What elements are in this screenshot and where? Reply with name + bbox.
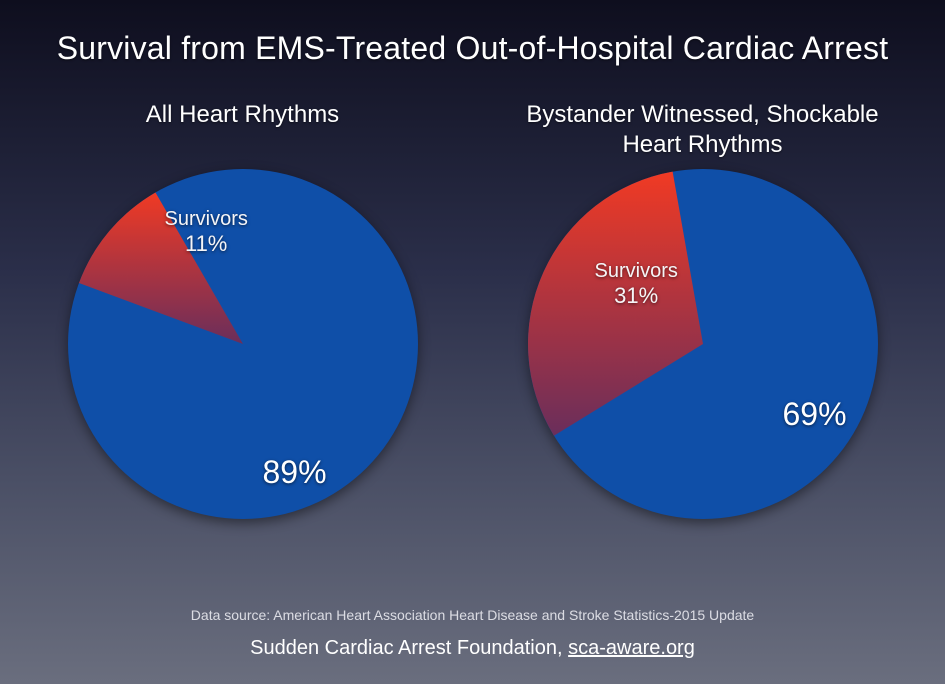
- chart-left-title: All Heart Rhythms: [146, 100, 339, 164]
- slide-title: Survival from EMS-Treated Out-of-Hospita…: [0, 30, 945, 67]
- org-name: Sudden Cardiac Arrest Foundation: [250, 637, 568, 659]
- slide: Survival from EMS-Treated Out-of-Hospita…: [0, 0, 945, 684]
- pie-right: Survivors 31% 69%: [523, 164, 883, 524]
- chart-right: Bystander Witnessed, Shockable Heart Rhy…: [503, 100, 903, 524]
- pie-left: Survivors 11% 89%: [63, 164, 423, 524]
- pie-right-survivors-label: Survivors 31%: [595, 260, 678, 308]
- chart-right-title: Bystander Witnessed, Shockable Heart Rhy…: [503, 100, 903, 164]
- charts-row: All Heart Rhythms Survivors 11% 89% Byst…: [0, 100, 945, 524]
- pie-left-survivors-label: Survivors 11%: [165, 208, 248, 256]
- attribution: Sudden Cardiac Arrest Foundationsca-awar…: [0, 637, 945, 660]
- pie-left-nonsurvivors-pct: 89%: [263, 454, 327, 491]
- pie-right-nonsurvivors-pct: 69%: [783, 396, 847, 433]
- pie-right-svg: [523, 164, 883, 524]
- survivors-label-text: Survivors: [595, 260, 678, 283]
- survivors-pct-text: 11%: [165, 231, 248, 256]
- survivors-label-text: Survivors: [165, 208, 248, 231]
- data-source: Data source: American Heart Association …: [0, 607, 945, 623]
- org-link[interactable]: sca-aware.org: [568, 637, 695, 659]
- chart-left: All Heart Rhythms Survivors 11% 89%: [43, 100, 443, 524]
- footer: Data source: American Heart Association …: [0, 607, 945, 660]
- survivors-pct-text: 31%: [595, 283, 678, 308]
